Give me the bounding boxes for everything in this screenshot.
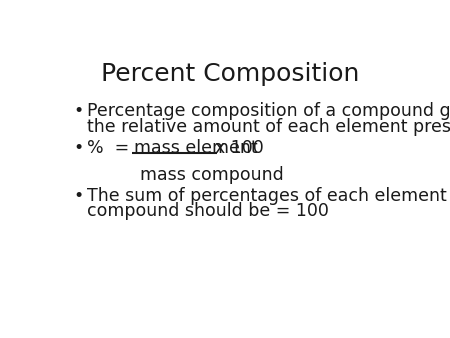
- Text: compound should be = 100: compound should be = 100: [87, 202, 329, 220]
- Text: Percent Composition: Percent Composition: [101, 62, 360, 86]
- Text: •: •: [73, 102, 84, 120]
- Text: mass element: mass element: [134, 139, 257, 157]
- Text: %  =: % =: [87, 139, 130, 157]
- Text: x 100: x 100: [215, 139, 264, 157]
- Text: The sum of percentages of each element in a: The sum of percentages of each element i…: [87, 187, 450, 205]
- Text: the relative amount of each element present.: the relative amount of each element pres…: [87, 118, 450, 136]
- Text: •: •: [73, 139, 84, 157]
- Text: mass compound: mass compound: [140, 166, 284, 184]
- Text: •: •: [73, 187, 84, 205]
- Text: Percentage composition of a compound gives: Percentage composition of a compound giv…: [87, 102, 450, 120]
